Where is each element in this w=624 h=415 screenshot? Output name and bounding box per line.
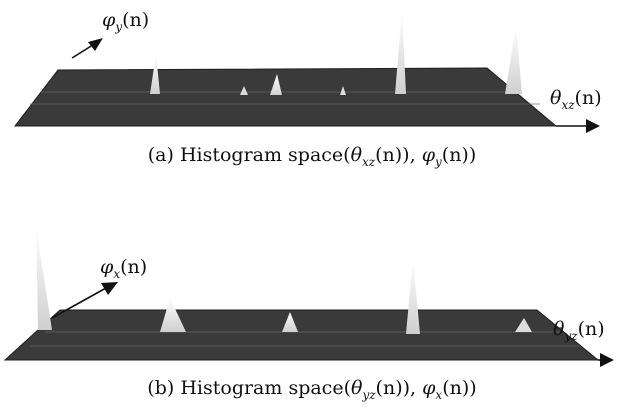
axis-up-b [51,282,118,319]
peak-a-1 [150,54,160,94]
histogram-surface-a [13,67,558,127]
peak-b-3 [282,312,298,332]
caption-sub1-b: yz [362,387,376,402]
caption-label-b: (b) [147,377,175,399]
caption-a: (a) Histogram space(θxz(n)), φy(n)) [0,144,624,169]
peak-b-4 [406,258,420,334]
peak-a-2 [270,74,282,95]
caption-sub2-b: x [435,387,443,402]
axis-up-a [71,38,103,59]
peak-a-3 [395,10,406,94]
surface-ridges-b [30,331,580,347]
axis-up-label-b: φx(n) [100,256,147,281]
caption-math-b: θ [350,377,363,399]
panel-a: φy(n) θxz(n) [13,9,602,133]
caption-end-b: (n)) [442,377,477,399]
axis-right-label-a: θxz(n) [550,87,602,112]
histogram-peaks-a [150,10,522,95]
caption-mid-a: (n)), [375,144,422,166]
peak-a-5 [240,86,248,95]
caption-sub1-a: xz [362,154,376,169]
peak-b-5 [515,318,532,332]
axis-right-a [556,119,600,133]
caption-math-a: θ [350,144,363,166]
caption-text-a: Histogram space( [179,144,351,166]
axis-up-label-a: φy(n) [102,9,149,34]
axis-right-label-b: θyz(n) [553,318,605,343]
caption-mid-b: (n)), [375,377,423,399]
peak-b-1 [36,226,52,330]
caption-text-b: Histogram space( [180,377,351,399]
peak-a-4 [505,26,522,94]
caption-end-a: (n)) [441,144,477,166]
peak-a-6 [340,86,346,95]
histogram-surface-b [3,309,600,361]
caption-sub2-a: y [435,154,442,169]
caption-label-a: (a) [147,144,174,166]
caption-math2-b: φ [422,377,436,399]
caption-math2-a: φ [421,144,435,166]
panel-b: φx(n) θyz(n) [3,226,614,367]
peak-b-2 [160,298,186,332]
caption-b: (b) Histogram space(θyz(n)), φx(n)) [0,377,624,402]
histogram-peaks-b [36,226,532,334]
axis-right-b [598,353,614,367]
